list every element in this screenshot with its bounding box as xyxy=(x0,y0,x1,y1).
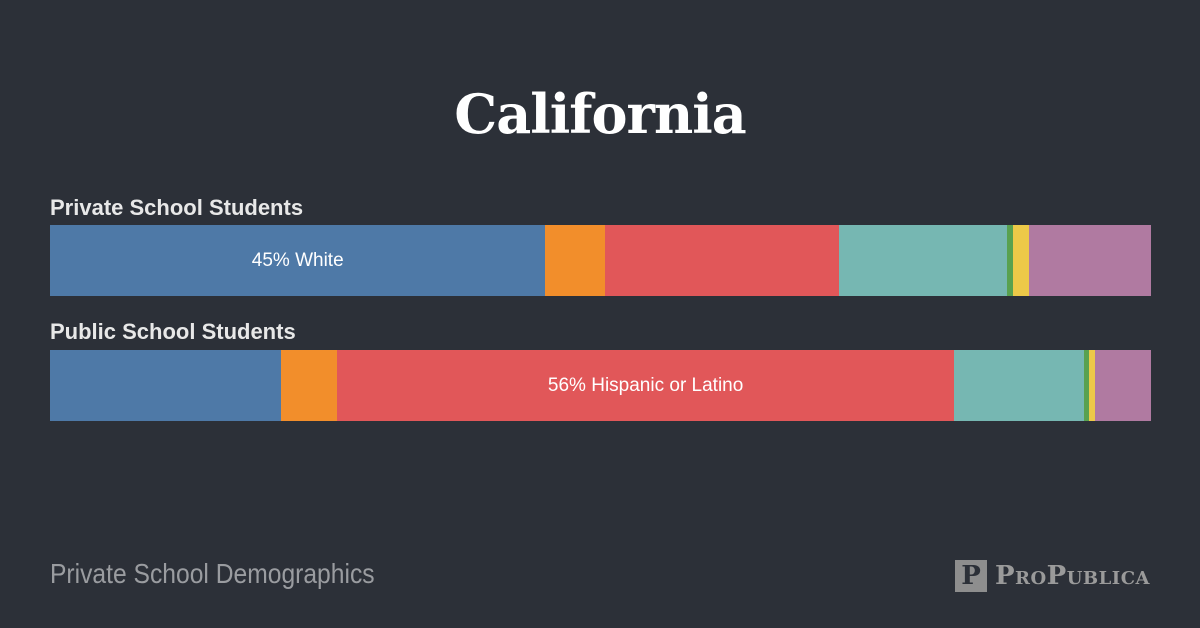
segment-label: 56% Hispanic or Latino xyxy=(547,374,744,396)
bar-segment xyxy=(50,350,282,421)
bar-segment xyxy=(1013,225,1029,296)
private-bar-label: Private School Students xyxy=(50,195,304,220)
propublica-logo[interactable]: P ProPublica xyxy=(954,560,1150,592)
bar-segment: 45% White xyxy=(50,225,546,296)
bar-segment xyxy=(545,225,605,296)
bar-segment xyxy=(953,350,1084,421)
bar-segment xyxy=(1083,350,1090,421)
bar-segment xyxy=(1089,350,1095,421)
public-school-bar: 56% Hispanic or Latino xyxy=(50,350,1151,421)
bar-segment xyxy=(1028,225,1151,296)
bar-segment xyxy=(1006,225,1014,296)
bar-segment xyxy=(839,225,1007,296)
private-school-bar: 45% White xyxy=(50,225,1151,296)
public-bar-label: Public School Students xyxy=(50,319,296,344)
page-title: California xyxy=(454,82,746,146)
footer-title: Private School Demographics xyxy=(50,558,375,589)
bar-segment xyxy=(604,225,840,296)
propublica-logo-icon: P xyxy=(954,560,987,592)
bar-segment: 56% Hispanic or Latino xyxy=(337,350,954,421)
bar-segment xyxy=(1094,350,1151,421)
bar-segment xyxy=(281,350,338,421)
segment-label: 45% White xyxy=(251,249,344,271)
propublica-logo-text: ProPublica xyxy=(994,561,1150,591)
